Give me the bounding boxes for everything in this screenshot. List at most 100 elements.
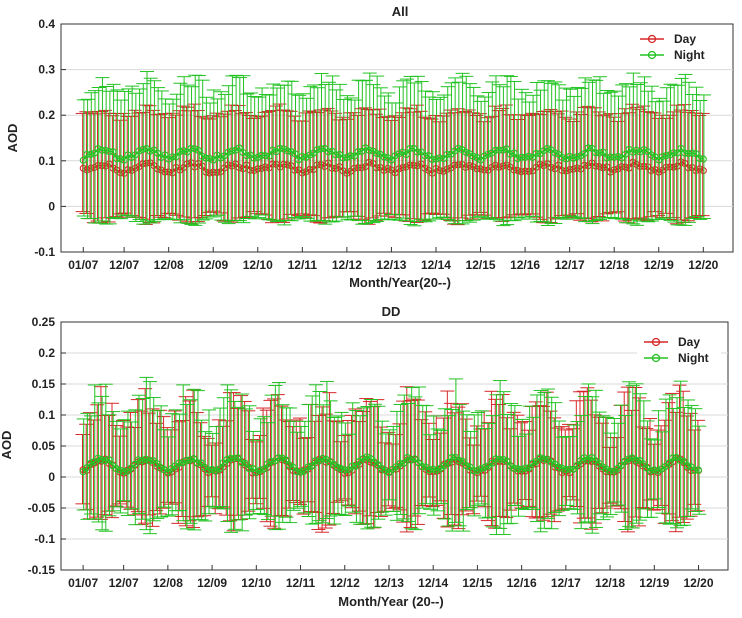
legend-night-marker [651, 353, 661, 363]
data-point [215, 465, 224, 473]
data-point [547, 458, 555, 466]
data-point [127, 464, 135, 472]
data-point [134, 456, 142, 464]
data-point [193, 459, 201, 467]
data-point [363, 453, 371, 461]
data-point [256, 466, 264, 474]
data-point [673, 149, 681, 157]
x-tick-label: 12/19 [639, 576, 669, 590]
legend-night-label: Night [674, 48, 705, 62]
data-point [670, 149, 678, 157]
data-point [521, 153, 529, 161]
data-point [614, 152, 622, 161]
y-tick-label: 0 [48, 199, 55, 213]
data-point [662, 152, 670, 160]
data-point [131, 151, 139, 159]
data-point [79, 468, 87, 476]
data-point [293, 468, 301, 476]
data-point [153, 460, 161, 468]
legend-day-label: Day [678, 335, 700, 349]
data-point [142, 455, 150, 463]
data-point [231, 146, 240, 154]
data-point [197, 459, 205, 467]
data-point [421, 152, 429, 160]
data-point [425, 152, 433, 160]
data-point [395, 150, 403, 158]
legend-day-label: Day [674, 32, 696, 46]
data-point [186, 456, 194, 464]
data-point [577, 152, 585, 160]
y-tick-label: -0.1 [34, 532, 55, 546]
data-point [621, 150, 629, 158]
data-point [628, 454, 636, 462]
data-point [86, 459, 95, 467]
data-point [432, 155, 440, 163]
data-point [313, 146, 321, 154]
data-point [428, 155, 436, 163]
data-point [228, 147, 236, 155]
data-point [666, 151, 674, 159]
data-point [352, 462, 360, 470]
data-point [425, 466, 434, 474]
data-point [194, 146, 202, 154]
data-point [358, 147, 366, 155]
data-point [495, 455, 504, 463]
data-point [384, 154, 392, 162]
x-tick-label: 12/15 [462, 576, 492, 590]
y-tick-label: 0.15 [32, 377, 56, 391]
x-tick-label: 12/18 [595, 576, 625, 590]
data-point [183, 148, 191, 156]
data-point [350, 152, 358, 160]
data-point [617, 461, 625, 469]
data-point [276, 144, 284, 152]
data-point [599, 148, 607, 156]
data-point [373, 149, 381, 157]
data-point [265, 152, 273, 160]
data-point [476, 156, 485, 164]
data-point [692, 150, 700, 158]
y-tick-label: 0.1 [38, 408, 55, 422]
data-point [260, 465, 268, 473]
data-point [347, 152, 355, 160]
data-point [448, 453, 456, 462]
data-point [595, 459, 603, 467]
data-point [521, 464, 529, 472]
x-tick-label: 12/17 [551, 576, 581, 590]
x-tick-label: 12/07 [109, 258, 139, 272]
data-point [204, 466, 212, 474]
x-tick-label: 01/07 [68, 576, 98, 590]
data-point [311, 457, 319, 465]
data-point [254, 153, 262, 161]
data-point [699, 155, 707, 163]
data-point [224, 148, 232, 156]
data-point [528, 153, 537, 161]
data-point [439, 155, 447, 163]
data-point [282, 456, 290, 464]
data-point [554, 463, 563, 471]
data-point [410, 144, 418, 152]
data-point [437, 464, 445, 472]
data-point [595, 149, 603, 157]
series-night [76, 71, 711, 227]
x-tick-label: 12/11 [286, 576, 316, 590]
data-point [300, 467, 308, 475]
data-point [205, 154, 214, 162]
data-point [120, 156, 128, 164]
data-point [499, 146, 507, 154]
data-point [217, 154, 225, 162]
data-point [112, 465, 120, 473]
data-point [83, 464, 91, 472]
data-point [381, 466, 389, 475]
data-point [324, 148, 332, 156]
data-point [514, 465, 522, 473]
data-point [116, 466, 124, 474]
data-point [138, 457, 146, 465]
data-point [462, 462, 470, 470]
data-point [540, 455, 548, 463]
data-point [599, 463, 607, 471]
x-tick-label: 12/13 [374, 576, 404, 590]
data-point [109, 148, 117, 156]
data-point [187, 144, 195, 153]
data-point [650, 466, 658, 474]
